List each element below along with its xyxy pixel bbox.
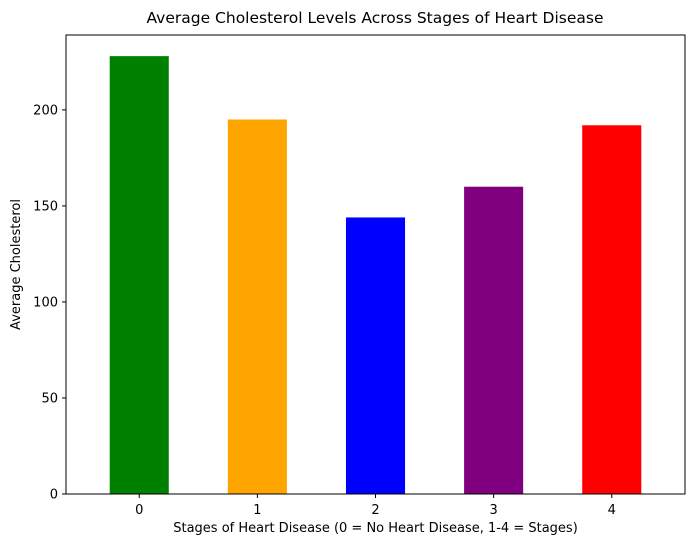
bar-stage-1 xyxy=(227,119,287,495)
x-tick-label: 3 xyxy=(489,503,497,518)
y-axis-label: Average Cholesterol xyxy=(9,199,24,330)
bars-layer xyxy=(109,56,642,495)
chart-title: Average Cholesterol Levels Across Stages… xyxy=(146,9,603,27)
x-tick-label: 0 xyxy=(135,503,143,518)
plot-frame xyxy=(65,34,686,495)
bar-stage-2 xyxy=(345,217,406,494)
y-tick-label: 100 xyxy=(33,295,58,310)
x-tick-label: 4 xyxy=(608,503,616,518)
y-tick-label: 200 xyxy=(33,103,58,118)
x-axis-ticks: 0 1 2 3 4 xyxy=(135,494,616,518)
x-tick-label: 2 xyxy=(371,503,379,518)
y-tick-label: 50 xyxy=(41,391,58,406)
bar-stage-0 xyxy=(109,56,169,495)
y-tick-label: 0 xyxy=(50,488,58,503)
x-axis-label: Stages of Heart Disease (0 = No Heart Di… xyxy=(173,521,578,536)
x-tick-label: 1 xyxy=(253,503,261,518)
y-tick-label: 150 xyxy=(33,199,58,214)
bar-stage-3 xyxy=(464,186,524,494)
bar-stage-4 xyxy=(582,125,642,494)
y-axis-ticks: 0 50 100 150 200 xyxy=(33,103,66,503)
